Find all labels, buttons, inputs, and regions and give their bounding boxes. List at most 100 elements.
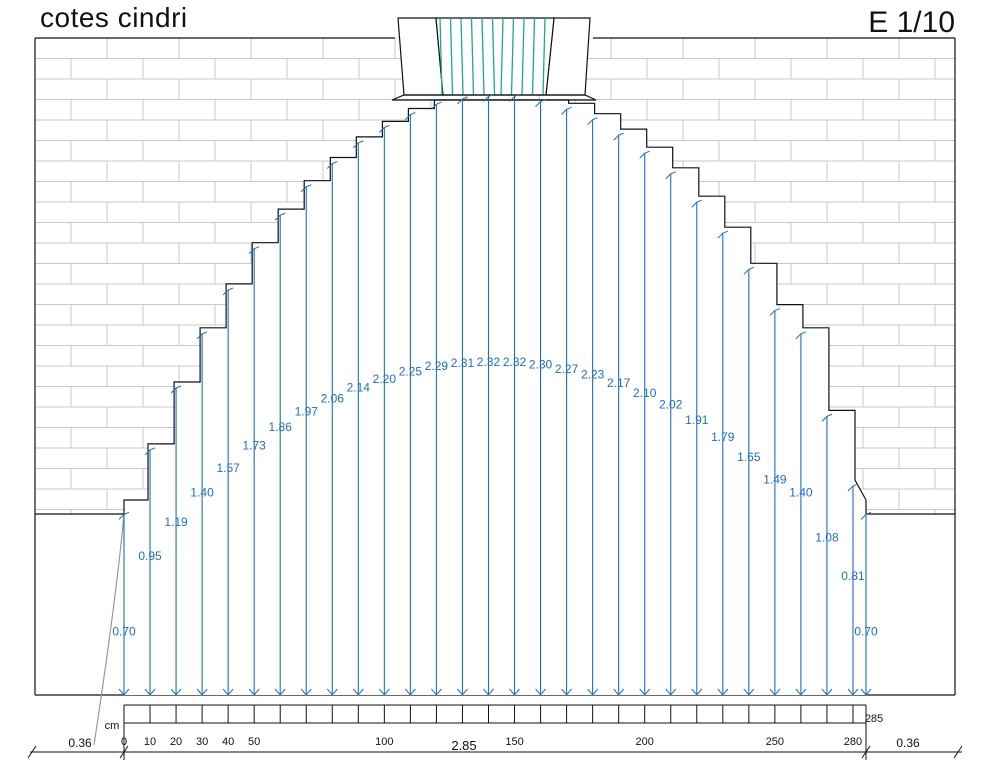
ruler-tick-label: 50 <box>248 736 260 748</box>
ordinate-arrow-bottom <box>405 688 416 696</box>
ordinate-arrow-bottom <box>743 688 755 696</box>
side-left-dimension: 0.36 <box>68 736 92 750</box>
ordinate-arrow-bottom <box>300 688 312 696</box>
ordinate-arrow-bottom <box>691 688 703 696</box>
ordinate-label: 0.70 <box>112 625 136 639</box>
scale-label: E 1/10 <box>868 6 955 39</box>
overall-dimension-line <box>27 705 963 760</box>
side-right-dimension: 0.36 <box>896 736 920 750</box>
ruler-tick-label: 285 <box>865 713 883 725</box>
ordinate-arrow-top <box>222 287 234 296</box>
ruler-tick-label: 100 <box>375 736 393 748</box>
ordinate-arrow-top <box>483 93 494 102</box>
ordinate-label: 2.32 <box>477 355 501 369</box>
ordinate-arrow-top <box>196 331 208 340</box>
ordinate-arrow-bottom <box>378 688 390 696</box>
ordinate-label: 0.95 <box>138 549 162 563</box>
ordinate-arrow-top <box>743 266 755 275</box>
ordinate-arrow-top <box>821 413 833 422</box>
ordinate-label: 2.17 <box>607 376 631 390</box>
ordinate-arrow-bottom <box>509 688 520 696</box>
intrados-curve <box>93 514 125 746</box>
ruler-tick-label: 30 <box>196 736 208 748</box>
ordinate-arrow-bottom <box>860 688 872 696</box>
arch-opening <box>124 100 866 695</box>
ordinate-arrow-top <box>587 117 598 126</box>
span-total-dimension: 2.85 <box>451 738 476 753</box>
ordinate-label: 1.08 <box>815 531 839 545</box>
ordinate-arrow-bottom <box>665 688 677 696</box>
ordinate-arrow-bottom <box>170 688 182 696</box>
ordinate-arrow-top <box>248 246 260 255</box>
ordinate-lines: 0.700.951.191.401.571.731.861.972.062.14… <box>112 93 878 696</box>
ordinate-arrow-top <box>613 132 624 141</box>
ordinate-arrow-bottom <box>795 688 807 696</box>
ordinate-label: 1.49 <box>763 473 787 487</box>
ordinate-arrow-bottom <box>457 688 468 696</box>
ordinate-label: 2.32 <box>503 355 527 369</box>
ordinate-arrow-top <box>170 385 182 394</box>
ordinate-arrow-top <box>847 483 859 492</box>
ordinate-arrow-bottom <box>144 688 156 696</box>
ordinate-arrow-top <box>639 150 650 159</box>
ordinate-label: 2.31 <box>451 356 475 370</box>
ruler-tick-label: 280 <box>844 736 862 748</box>
ordinate-label: 1.91 <box>685 413 709 427</box>
ordinate-arrow-top <box>717 230 728 239</box>
ordinate-arrow-bottom <box>639 688 651 696</box>
ordinate-label: 2.23 <box>581 368 605 382</box>
ordinate-label: 1.57 <box>216 461 240 475</box>
ordinate-label: 1.65 <box>737 450 761 464</box>
ordinate-label: 2.06 <box>321 392 345 406</box>
ordinate-arrow-top <box>378 124 390 133</box>
ordinate-arrow-top <box>535 99 546 107</box>
ordinate-arrow-bottom <box>769 688 781 696</box>
ordinate-arrow-bottom <box>352 688 364 696</box>
ruler-tick-label: 10 <box>144 736 156 748</box>
ordinate-arrow-top <box>274 212 286 221</box>
keystone <box>391 17 597 101</box>
ordinate-arrow-bottom <box>483 688 494 696</box>
ordinate-arrow-bottom <box>821 688 833 696</box>
ordinate-label: 2.25 <box>399 365 423 379</box>
ordinate-arrow-bottom <box>535 688 546 696</box>
ordinate-arrow-top <box>769 308 781 316</box>
ordinate-arrow-top <box>860 511 872 520</box>
ordinate-arrow-top <box>665 171 676 180</box>
unit-label: cm <box>105 720 120 732</box>
ordinate-arrow-bottom <box>118 688 130 696</box>
ordinate-arrow-top <box>405 112 416 120</box>
ruler-tick-label: 20 <box>170 736 182 748</box>
drawing-title: cotes cindri <box>40 2 188 33</box>
ordinate-arrow-bottom <box>274 688 286 696</box>
ordinate-arrow-top <box>691 199 702 208</box>
ordinate-arrow-bottom <box>248 688 260 696</box>
ordinate-arrow-top <box>431 101 442 110</box>
ruler-tick-label: 150 <box>505 736 523 748</box>
ordinate-label: 2.30 <box>529 358 553 372</box>
ordinate-arrow-bottom <box>717 688 729 696</box>
ordinate-arrow-top <box>300 184 312 193</box>
ordinate-label: 2.10 <box>633 386 657 400</box>
ordinate-label: 0.81 <box>841 569 865 583</box>
ordinate-label: 1.40 <box>190 485 214 499</box>
ordinate-label: 1.86 <box>269 420 293 434</box>
ordinate-label: 2.02 <box>659 397 683 411</box>
ordinate-arrow-bottom <box>847 688 859 696</box>
ruler-tick-label: 250 <box>766 736 784 748</box>
ordinate-arrow-bottom <box>222 688 234 696</box>
ordinate-arrow-bottom <box>561 688 572 696</box>
ordinate-arrow-bottom <box>613 688 625 696</box>
ordinate-arrow-bottom <box>326 688 338 696</box>
ordinate-arrow-top <box>352 140 364 149</box>
ruler-tick-label: 40 <box>222 736 234 748</box>
ordinate-arrow-top <box>326 161 338 169</box>
ordinate-arrow-bottom <box>431 688 442 696</box>
ordinate-label: 1.73 <box>242 439 266 453</box>
ordinate-label: 0.70 <box>854 625 878 639</box>
ruler-tick-label: 200 <box>636 736 654 748</box>
ordinate-label: 1.97 <box>295 404 319 418</box>
ordinate-arrow-top <box>509 93 520 102</box>
